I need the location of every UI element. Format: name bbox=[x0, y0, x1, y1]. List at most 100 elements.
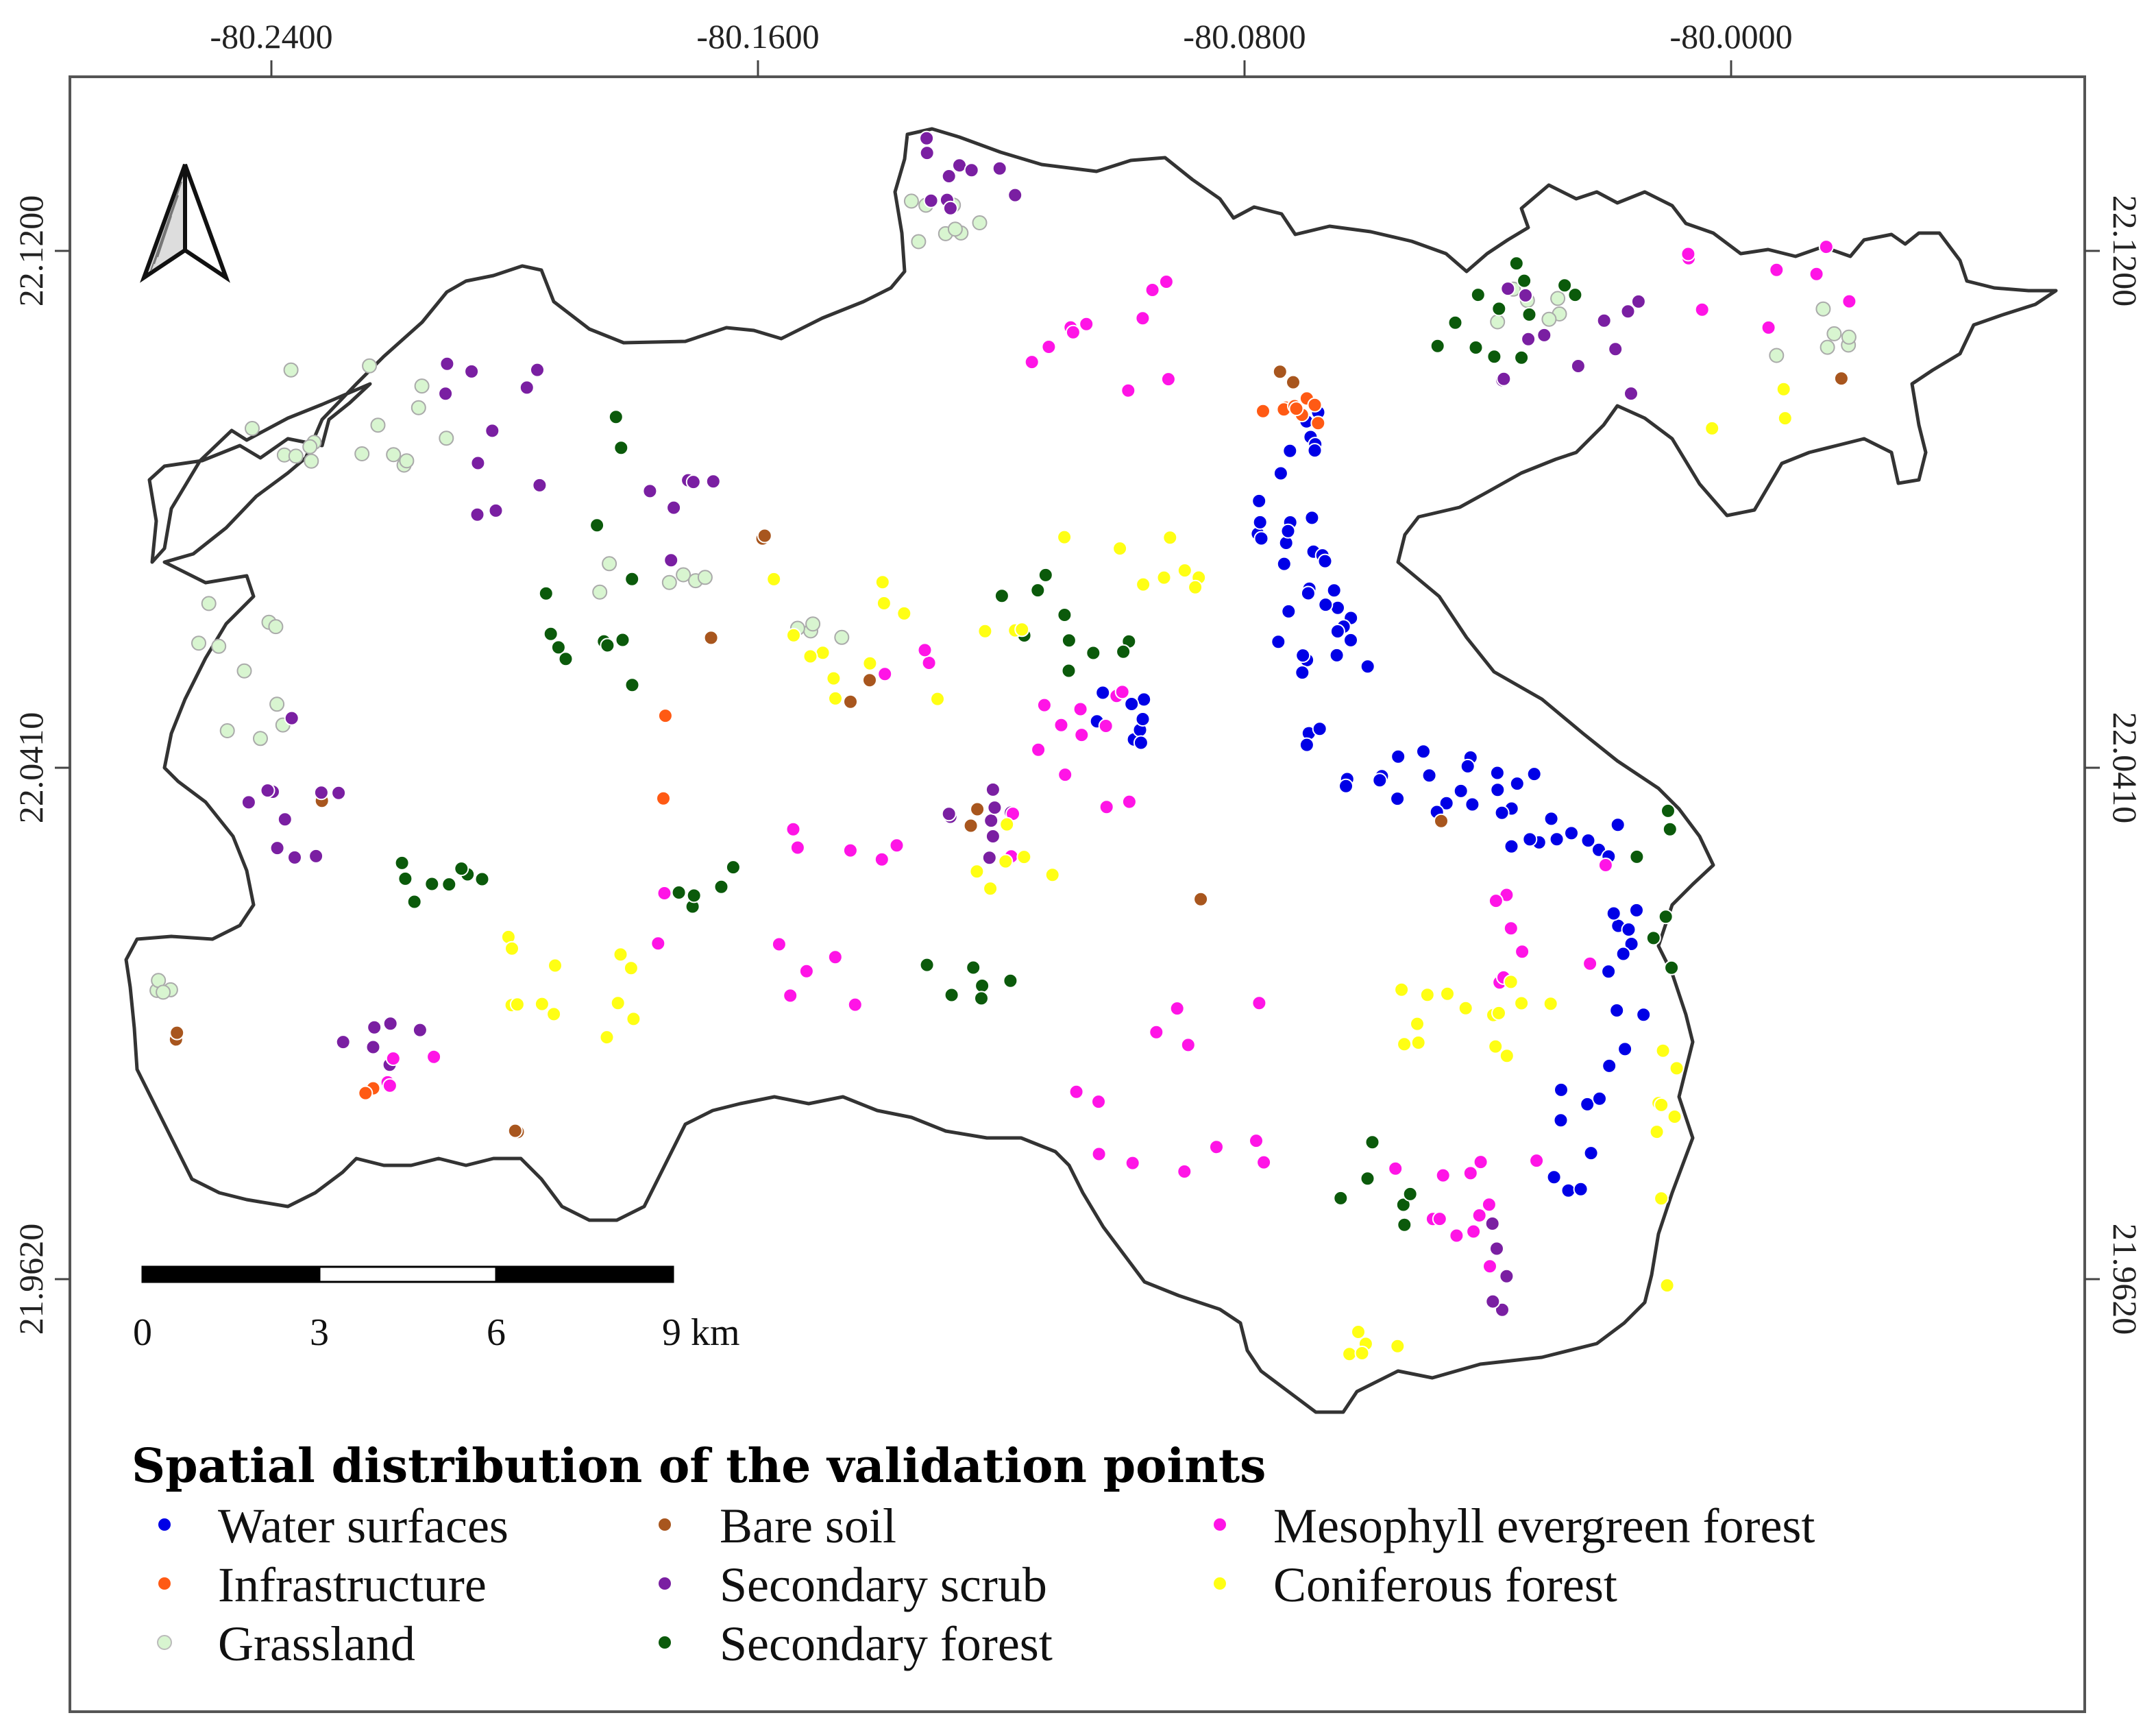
point-coniferous bbox=[1397, 1036, 1412, 1052]
point-coniferous bbox=[1394, 982, 1410, 997]
point-mesophyll bbox=[1057, 767, 1073, 783]
point-secondary-scrub bbox=[981, 850, 997, 866]
point-coniferous bbox=[803, 648, 818, 664]
point-water bbox=[1271, 634, 1286, 650]
point-mesophyll bbox=[650, 936, 666, 951]
point-secondary-forest bbox=[1629, 849, 1645, 864]
point-water bbox=[1295, 665, 1310, 681]
point-coniferous bbox=[1667, 1109, 1682, 1124]
point-bare-soil bbox=[169, 1025, 185, 1041]
point-mesophyll bbox=[785, 821, 801, 837]
point-mesophyll bbox=[1582, 956, 1598, 971]
point-water bbox=[1326, 583, 1342, 598]
point-grassland bbox=[245, 421, 260, 436]
point-mesophyll bbox=[1473, 1154, 1489, 1170]
point-infrastructure bbox=[657, 708, 673, 724]
point-coniferous bbox=[930, 691, 945, 707]
point-mesophyll bbox=[1471, 1208, 1487, 1223]
point-secondary-forest bbox=[543, 626, 559, 642]
point-secondary-forest bbox=[1397, 1217, 1412, 1233]
legend-swatch-water bbox=[157, 1517, 172, 1532]
point-mesophyll bbox=[798, 963, 814, 979]
scale-label: 0 bbox=[133, 1311, 152, 1354]
point-mesophyll bbox=[1091, 1146, 1107, 1162]
point-mesophyll bbox=[1432, 1211, 1447, 1227]
point-secondary-scrub bbox=[284, 710, 299, 726]
point-secondary-scrub bbox=[331, 785, 347, 801]
point-secondary-forest bbox=[1061, 633, 1077, 648]
point-secondary-scrub bbox=[1630, 293, 1646, 309]
point-secondary-scrub bbox=[367, 1019, 382, 1035]
point-water bbox=[1546, 1169, 1562, 1185]
point-secondary-forest bbox=[538, 585, 554, 601]
left-axis bbox=[55, 250, 70, 1281]
point-mesophyll bbox=[1481, 1197, 1497, 1213]
point-secondary-forest bbox=[550, 640, 566, 655]
point-bare-soil bbox=[1193, 891, 1209, 907]
point-coniferous bbox=[1659, 1278, 1675, 1294]
left-tick-label: 22.0410 bbox=[12, 712, 50, 824]
point-water bbox=[1522, 832, 1538, 847]
left-tick-label: 21.9620 bbox=[12, 1224, 50, 1335]
point-grassland bbox=[1769, 348, 1785, 363]
point-mesophyll bbox=[1449, 1228, 1465, 1243]
point-secondary-forest bbox=[1360, 1171, 1375, 1187]
point-mesophyll bbox=[1515, 944, 1530, 960]
legend-label: Bare soil bbox=[720, 1499, 896, 1553]
point-coniferous bbox=[1776, 381, 1791, 397]
point-bare-soil bbox=[963, 818, 979, 834]
point-coniferous bbox=[1458, 1000, 1473, 1016]
point-secondary-forest bbox=[1508, 256, 1524, 271]
point-mesophyll bbox=[917, 642, 933, 658]
point-secondary-forest bbox=[558, 651, 574, 667]
point-secondary-scrub bbox=[1518, 287, 1533, 303]
point-grassland bbox=[602, 556, 617, 572]
point-secondary-scrub bbox=[1500, 281, 1516, 297]
point-mesophyll bbox=[1053, 717, 1069, 733]
point-coniferous bbox=[876, 596, 892, 611]
point-secondary-scrub bbox=[1499, 1268, 1515, 1284]
point-bare-soil bbox=[1286, 374, 1301, 390]
point-secondary-forest bbox=[1003, 973, 1018, 988]
point-grassland bbox=[676, 567, 691, 583]
point-coniferous bbox=[534, 996, 550, 1012]
point-mesophyll bbox=[789, 840, 805, 856]
point-coniferous bbox=[998, 853, 1014, 869]
point-secondary-scrub bbox=[964, 162, 979, 178]
point-secondary-forest bbox=[975, 978, 990, 993]
point-mesophyll bbox=[1462, 1165, 1478, 1181]
point-grassland bbox=[834, 629, 850, 645]
point-secondary-forest bbox=[397, 871, 413, 886]
point-water bbox=[1621, 922, 1637, 937]
scale-label: 6 bbox=[487, 1311, 506, 1354]
point-grassland bbox=[156, 984, 171, 1000]
point-mesophyll bbox=[1149, 1024, 1164, 1040]
point-coniferous bbox=[1654, 1097, 1669, 1113]
point-mesophyll bbox=[1680, 246, 1696, 262]
point-coniferous bbox=[613, 947, 628, 962]
top-tick-label: -80.0800 bbox=[1183, 17, 1306, 56]
point-secondary-scrub bbox=[942, 200, 958, 216]
point-secondary-forest bbox=[1430, 338, 1445, 354]
point-coniferous bbox=[786, 627, 801, 643]
point-grassland bbox=[386, 447, 402, 463]
point-coniferous bbox=[828, 690, 843, 706]
point-grassland bbox=[1815, 301, 1831, 317]
point-coniferous bbox=[1488, 1039, 1504, 1054]
point-mesophyll bbox=[1036, 697, 1052, 713]
point-mesophyll bbox=[1079, 316, 1094, 332]
point-coniferous bbox=[1491, 1005, 1506, 1021]
point-water bbox=[1629, 902, 1644, 918]
top-axis bbox=[270, 60, 1732, 77]
point-secondary-scrub bbox=[919, 145, 935, 161]
legend-swatch-grassland bbox=[157, 1635, 172, 1650]
point-coniferous bbox=[1654, 1191, 1669, 1206]
point-secondary-scrub bbox=[685, 474, 701, 490]
point-coniferous bbox=[1351, 1324, 1366, 1339]
point-secondary-forest bbox=[686, 888, 702, 903]
point-coniferous bbox=[983, 881, 999, 897]
point-mesophyll bbox=[827, 949, 843, 965]
legend-label: Secondary forest bbox=[720, 1616, 1053, 1671]
point-infrastructure bbox=[1310, 415, 1326, 431]
